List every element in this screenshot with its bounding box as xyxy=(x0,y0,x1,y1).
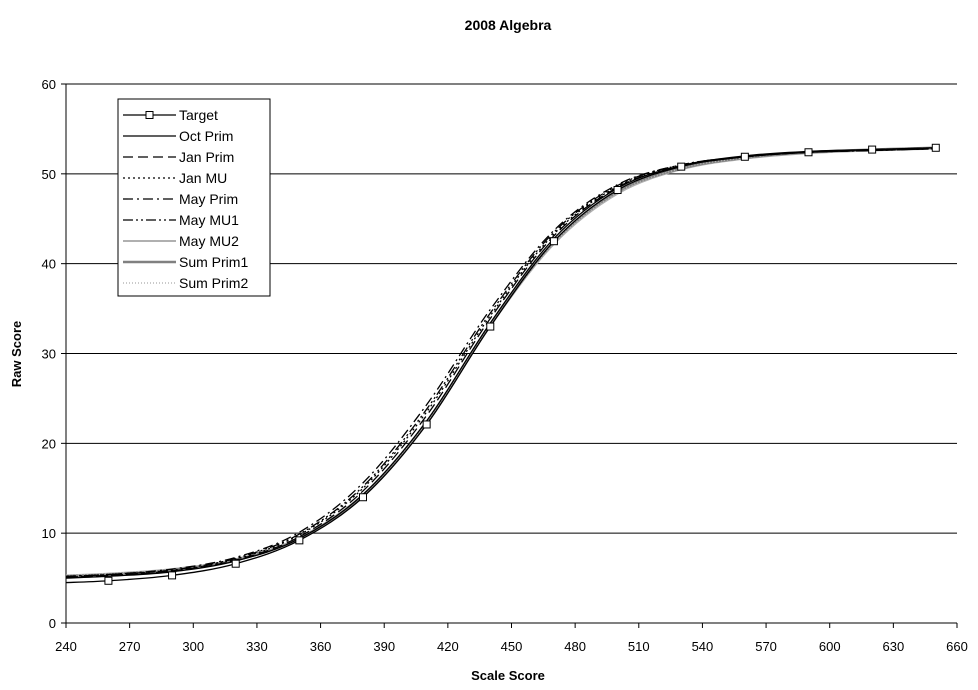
plot-area: 240 270 300 330 360 390 420 450 480 510 540 570 600 6… xyxy=(42,77,968,654)
x-tick-labels: 240 270 300 330 360 390 420 450 480 510 540 570 600 6… xyxy=(55,639,968,654)
legend-label: May MU2 xyxy=(179,233,239,249)
x-tick-label: 540 xyxy=(692,639,714,654)
target-marker xyxy=(359,493,367,502)
legend-label: Sum Prim1 xyxy=(179,254,248,270)
target-marker xyxy=(804,148,813,157)
x-tick-label: 240 xyxy=(55,639,77,654)
target-marker xyxy=(295,536,304,545)
y-tick-label: 50 xyxy=(42,167,56,182)
target-marker xyxy=(422,420,431,429)
y-tick-label: 30 xyxy=(42,347,56,362)
x-tick-label: 630 xyxy=(883,639,905,654)
x-tick-label: 330 xyxy=(246,639,268,654)
legend-label: Jan Prim xyxy=(179,149,234,165)
y-tick-label: 60 xyxy=(42,77,56,92)
x-tick-label: 300 xyxy=(182,639,204,654)
axes xyxy=(61,83,958,628)
legend-label: Oct Prim xyxy=(179,128,233,144)
x-tick-label: 390 xyxy=(373,639,395,654)
x-tick-label: 420 xyxy=(437,639,459,654)
target-marker xyxy=(931,143,940,152)
legend-label: Sum Prim2 xyxy=(179,275,248,291)
x-tick-label: 600 xyxy=(819,639,841,654)
y-tick-labels: 0 10 20 30 40 50 60 xyxy=(42,77,56,631)
y-axis-label: Raw Score xyxy=(9,321,24,387)
target-marker xyxy=(231,559,240,568)
legend-label: May MU1 xyxy=(179,212,239,228)
series-line-may-mu1 xyxy=(65,148,936,577)
legend-marker xyxy=(145,111,154,119)
x-tick-label: 570 xyxy=(755,639,777,654)
legend-label: Target xyxy=(179,107,218,123)
y-tick-label: 40 xyxy=(42,257,56,272)
target-marker xyxy=(549,237,558,246)
y-tick-label: 0 xyxy=(49,616,56,631)
target-marker xyxy=(613,186,622,195)
x-tick-label: 660 xyxy=(946,639,968,654)
target-marker xyxy=(677,162,686,171)
x-tick-label: 270 xyxy=(119,639,141,654)
target-marker xyxy=(168,571,177,580)
legend-label: May Prim xyxy=(179,191,238,207)
target-markers xyxy=(104,143,940,585)
target-marker xyxy=(868,145,877,154)
y-tick-label: 10 xyxy=(42,526,56,541)
x-tick-label: 450 xyxy=(501,639,523,654)
target-marker xyxy=(740,152,749,161)
target-marker xyxy=(486,322,495,331)
target-marker xyxy=(104,576,113,585)
x-axis-label: Scale Score xyxy=(471,668,545,683)
series-line-may-prim xyxy=(65,148,936,577)
x-tick-label: 480 xyxy=(564,639,586,654)
legend: Target Oct Prim Jan Prim Jan MU May Prim May … xyxy=(117,98,271,297)
legend-label: Jan MU xyxy=(179,170,227,186)
y-tick-label: 20 xyxy=(42,436,56,451)
x-tick-label: 360 xyxy=(310,639,332,654)
x-tick-label: 510 xyxy=(628,639,650,654)
chart-title: 2008 Algebra xyxy=(465,17,552,33)
